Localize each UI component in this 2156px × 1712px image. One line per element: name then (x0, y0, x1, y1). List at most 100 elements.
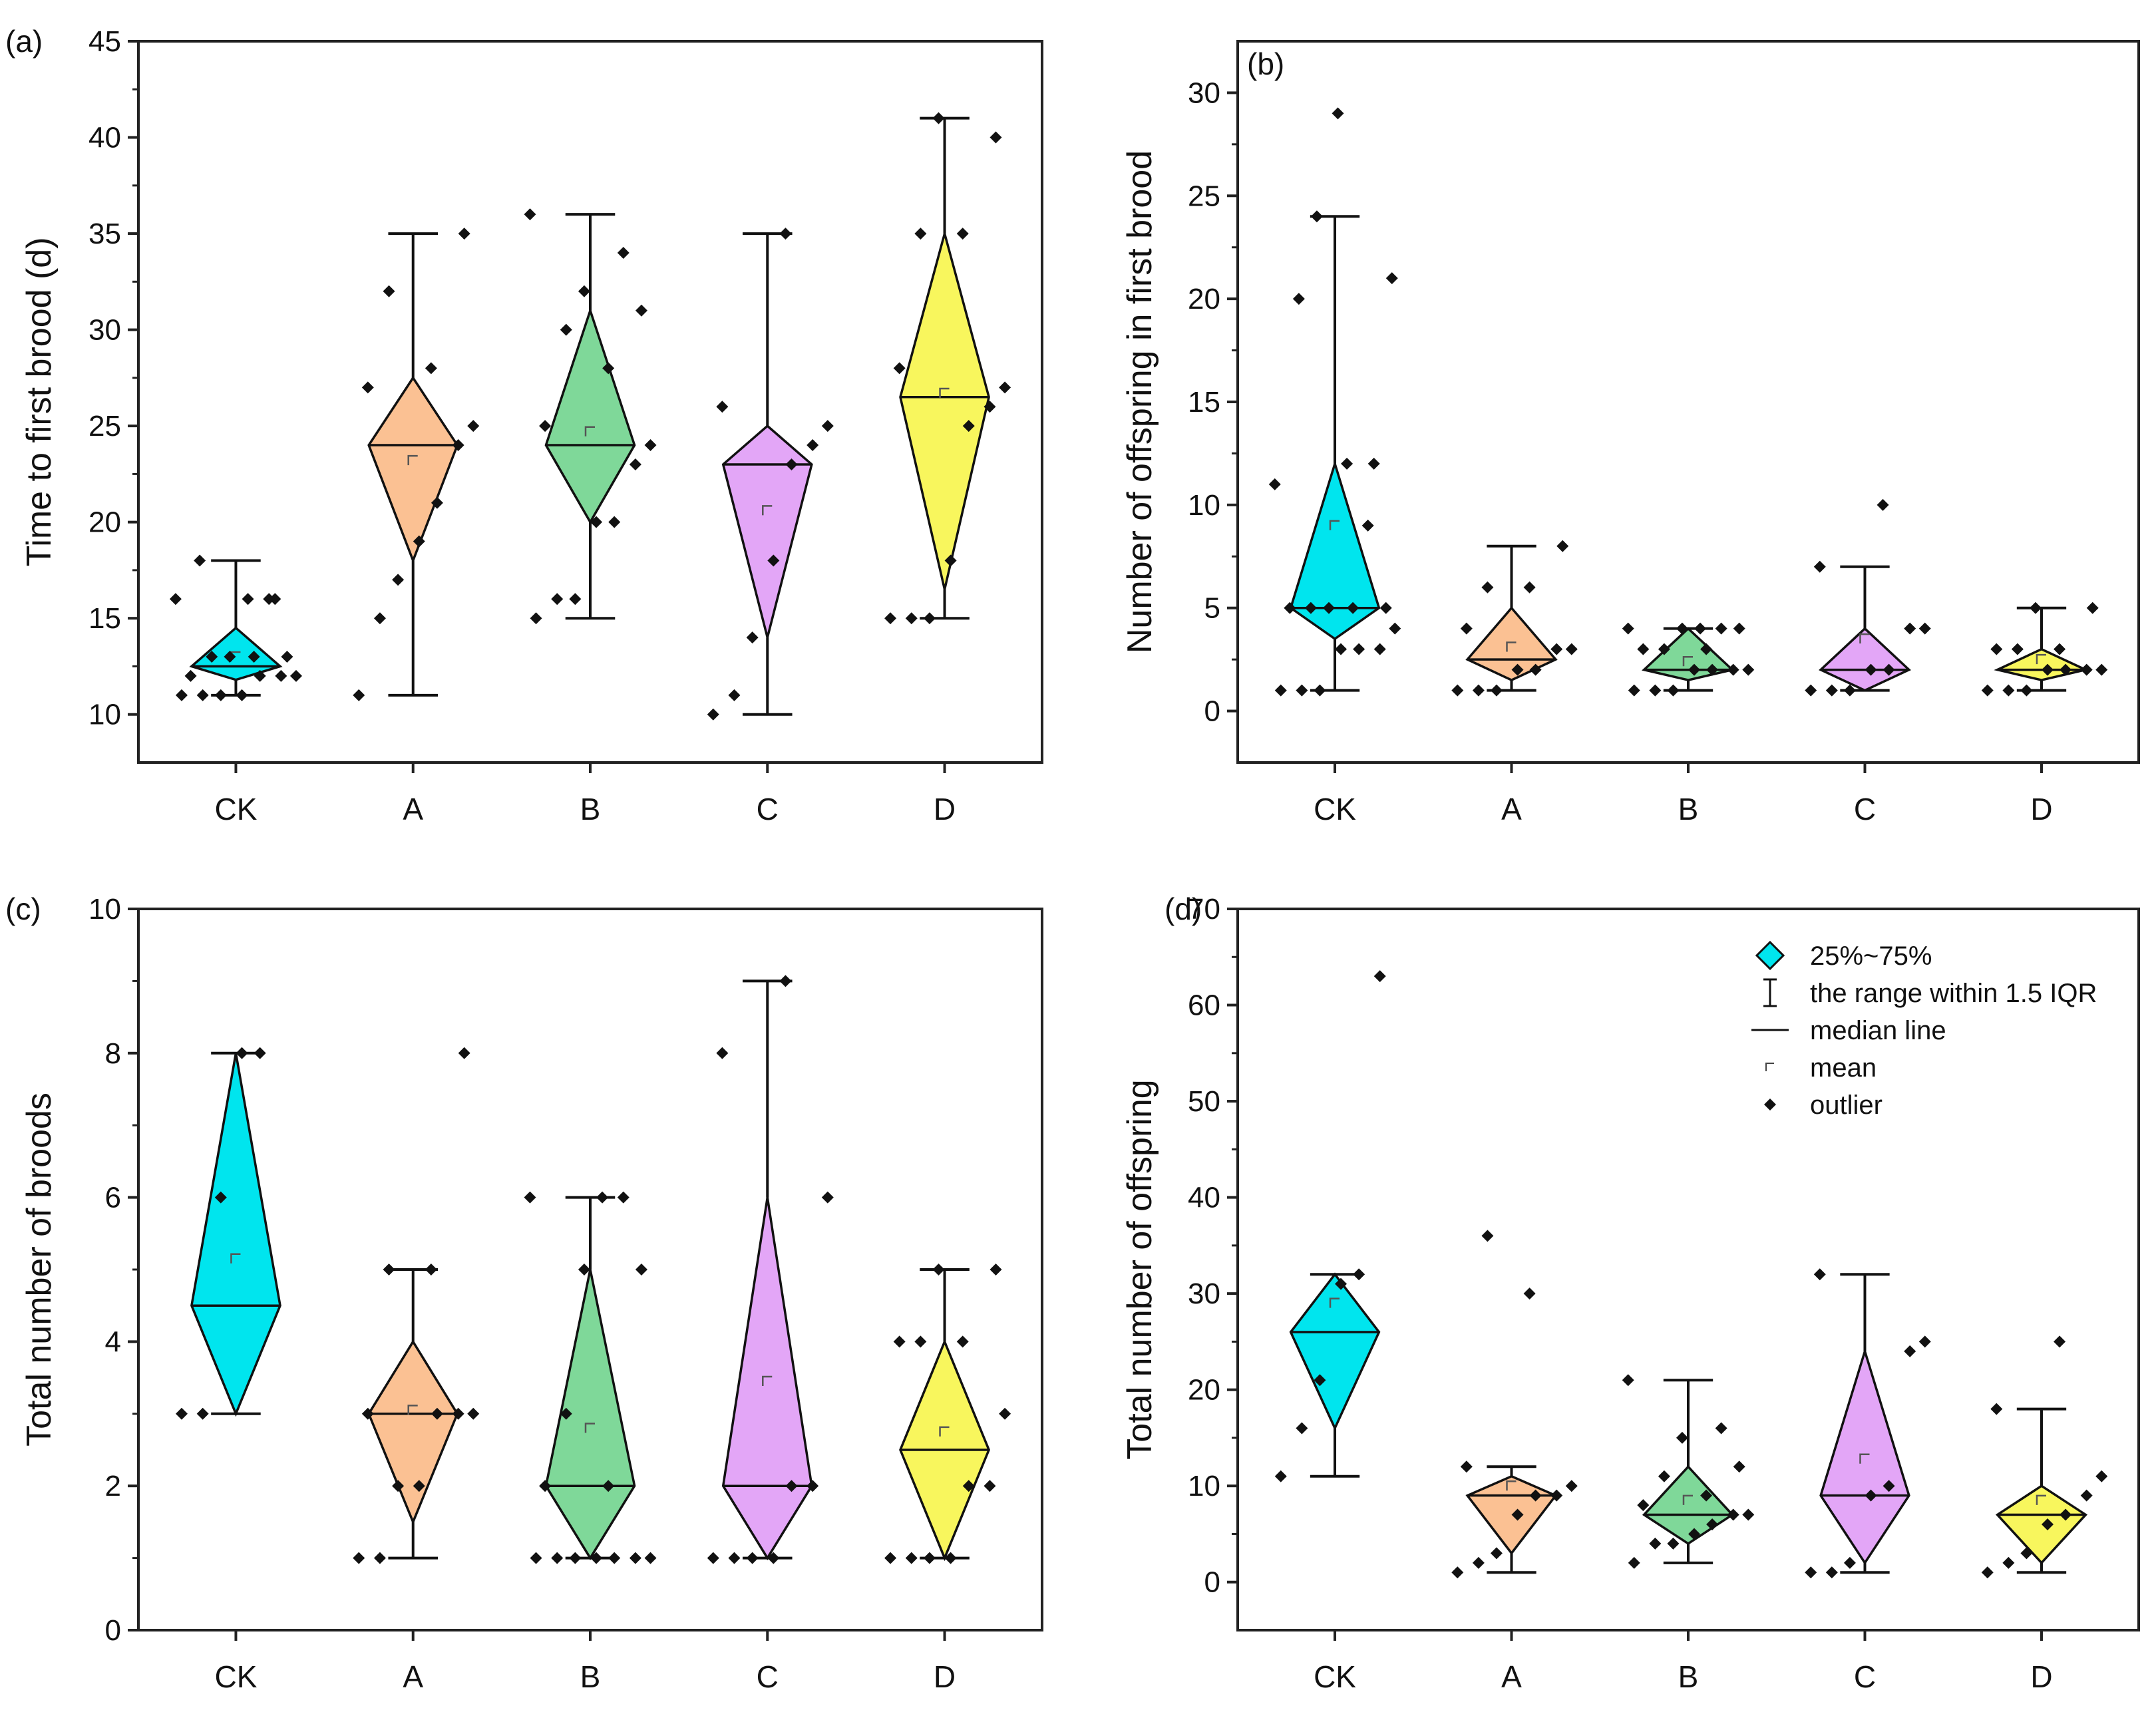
data-point (893, 362, 906, 375)
data-point (923, 612, 936, 625)
data-point (551, 593, 564, 605)
data-point (1688, 1528, 1701, 1540)
data-point (361, 381, 374, 394)
mean-marker (584, 426, 595, 436)
data-point (1667, 684, 1680, 697)
data-point (905, 1552, 918, 1564)
mean-marker (1859, 1453, 1870, 1464)
data-point (578, 285, 590, 297)
data-point (1727, 1508, 1739, 1521)
data-point (1341, 457, 1353, 470)
y-tick-label: 15 (1188, 386, 1220, 419)
mean-marker (1682, 655, 1693, 667)
mean-marker (1506, 641, 1517, 652)
y-tick-label: 45 (89, 25, 121, 58)
data-point (2029, 601, 2042, 614)
data-point (578, 1264, 590, 1276)
iqr-diamond (544, 307, 636, 525)
mean-marker (939, 387, 950, 398)
y-tick-label: 30 (1188, 1278, 1220, 1310)
data-point (1843, 684, 1856, 697)
data-point (1649, 1537, 1662, 1550)
iqr-diamond (1642, 627, 1735, 681)
mean-marker (1506, 1480, 1517, 1491)
data-point (2054, 1335, 2066, 1348)
data-point (767, 1552, 780, 1564)
mean-marker (1329, 520, 1340, 530)
data-point (602, 1480, 615, 1492)
y-tick-label: 30 (89, 314, 121, 347)
data-point (224, 651, 236, 663)
data-point (1742, 1508, 1755, 1521)
y-tick-label: 50 (1188, 1085, 1220, 1118)
data-point (1727, 663, 1739, 676)
mean-marker (1329, 1297, 1340, 1308)
data-point (779, 975, 792, 987)
y-axis-label: Number of offspring in first brood (1121, 150, 1159, 653)
data-point (617, 246, 629, 259)
panel-b: (b) Number of offspring in first brood 0… (1121, 40, 2140, 826)
data-point (1511, 1508, 1524, 1521)
data-point (263, 593, 275, 605)
data-point (1622, 622, 1634, 635)
data-point (1460, 622, 1473, 635)
data-point (1706, 1518, 1719, 1531)
x-tick-label: CK (214, 792, 257, 826)
data-point (353, 1552, 365, 1564)
data-point (2020, 684, 2033, 697)
data-point (2095, 1470, 2108, 1482)
data-point (1274, 684, 1287, 697)
data-point (635, 304, 647, 317)
data-point (884, 1552, 897, 1564)
data-point (1314, 684, 1326, 697)
data-point (524, 208, 536, 221)
data-point (539, 420, 552, 432)
mean-marker (762, 1375, 773, 1387)
data-point (194, 554, 206, 567)
data-point (248, 651, 260, 663)
data-point (2080, 1489, 2093, 1502)
data-point (1918, 1335, 1931, 1348)
iqr-diamond (190, 1053, 281, 1417)
data-point (590, 516, 603, 528)
x-tick-label: C (757, 792, 779, 826)
data-point (1658, 643, 1670, 655)
data-point (1373, 970, 1386, 983)
data-point (560, 323, 572, 336)
iqr-diamond (1289, 459, 1381, 641)
data-point (905, 612, 918, 625)
data-point (944, 1552, 957, 1564)
data-point (821, 420, 834, 432)
x-tick-label: A (403, 792, 423, 826)
data-point (569, 1552, 582, 1564)
data-point (281, 651, 293, 663)
mean-marker (407, 454, 418, 466)
y-tick-label: 4 (105, 1325, 121, 1358)
data-point (1335, 1278, 1348, 1290)
iqr-diamond (899, 229, 990, 590)
data-point (206, 651, 218, 663)
data-point (944, 554, 957, 567)
iqr-diamond (1289, 1272, 1381, 1431)
data-point (1347, 601, 1359, 614)
y-tick-label: 25 (1188, 180, 1220, 212)
data-point (962, 1480, 975, 1492)
data-point (984, 1480, 996, 1492)
data-point (551, 1552, 564, 1564)
data-point (383, 285, 395, 297)
data-point (2060, 663, 2072, 676)
data-point (629, 458, 641, 470)
x-tick-label: CK (1314, 792, 1356, 826)
data-point (2095, 663, 2108, 676)
data-point (914, 228, 927, 240)
data-point (1373, 643, 1386, 655)
data-point (1637, 643, 1650, 655)
iqr-diamond (1465, 1474, 1558, 1556)
data-point (707, 708, 719, 721)
data-point (608, 1552, 621, 1564)
y-tick-label: 2 (105, 1470, 121, 1502)
legend-mean-icon (1765, 1063, 1774, 1071)
data-point (1733, 1460, 1745, 1473)
data-point (1332, 107, 1344, 120)
data-point (1353, 1268, 1365, 1281)
